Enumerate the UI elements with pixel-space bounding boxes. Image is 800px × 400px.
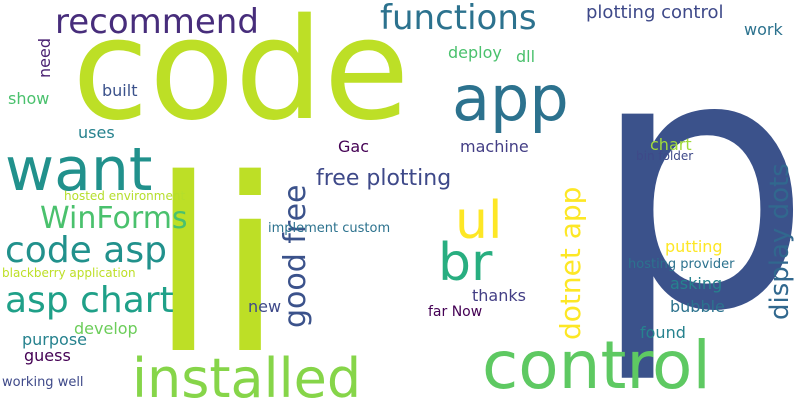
word-putting: putting bbox=[665, 237, 723, 256]
word-implement-custom: implement custom bbox=[268, 221, 390, 236]
word-free-plotting: free plotting bbox=[316, 166, 451, 191]
word-found: found bbox=[640, 323, 686, 342]
word-functions: functions bbox=[380, 0, 537, 38]
word-uses: uses bbox=[78, 123, 115, 142]
word-br: br bbox=[438, 233, 493, 293]
word-li: li bbox=[150, 127, 283, 400]
word-show: show bbox=[8, 89, 49, 108]
word-deploy: deploy bbox=[448, 43, 502, 62]
word-chart: chart bbox=[650, 135, 692, 154]
word-ul: ul bbox=[455, 191, 502, 251]
word-installed: installed bbox=[132, 347, 361, 400]
word-hosted-environment: hosted environment bbox=[64, 189, 185, 203]
word-purpose: purpose bbox=[22, 330, 87, 349]
word-far-now: far Now bbox=[428, 304, 482, 320]
word-plotting-control: plotting control bbox=[586, 2, 724, 23]
word-hosting-provider: hosting provider bbox=[628, 257, 735, 272]
word-winforms: WinForms bbox=[40, 201, 188, 236]
word-machine: machine bbox=[460, 137, 529, 156]
word-working-well: working well bbox=[2, 375, 84, 390]
word-code: code bbox=[72, 0, 410, 152]
word-gac: Gac bbox=[338, 137, 369, 156]
word-dotnet-app: dotnet app bbox=[554, 187, 587, 340]
word-bubble: bubble bbox=[670, 297, 725, 316]
word-asp-chart: asp chart bbox=[5, 280, 174, 321]
word-blackberry-application: blackberry application bbox=[2, 266, 136, 280]
word-dll: dll bbox=[516, 47, 535, 66]
word-built: built bbox=[102, 81, 137, 100]
word-display-dots: display dots bbox=[765, 163, 795, 320]
word-asking: asking bbox=[670, 274, 722, 293]
word-p: p bbox=[590, 0, 800, 388]
word-control: control bbox=[482, 327, 711, 400]
word-need: need bbox=[35, 38, 54, 78]
word-want: want bbox=[5, 135, 152, 205]
word-develop: develop bbox=[74, 319, 138, 338]
word-new: new bbox=[248, 297, 281, 316]
word-app: app bbox=[452, 62, 569, 135]
word-good-free: good free bbox=[278, 185, 313, 328]
word-code-asp: code asp bbox=[5, 230, 167, 271]
word-guess: guess bbox=[24, 346, 71, 365]
word-work: work bbox=[744, 20, 783, 39]
word-thanks: thanks bbox=[472, 286, 526, 305]
word-bin-folder: bin folder bbox=[636, 149, 693, 163]
word-recommend: recommend bbox=[55, 2, 259, 42]
